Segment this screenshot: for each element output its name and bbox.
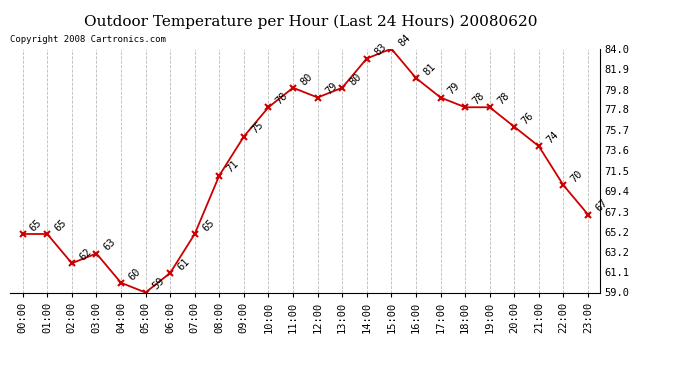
Text: 81: 81 xyxy=(422,61,437,77)
Text: Copyright 2008 Cartronics.com: Copyright 2008 Cartronics.com xyxy=(10,35,166,44)
Text: 67: 67 xyxy=(593,198,609,214)
Text: 70: 70 xyxy=(569,168,585,184)
Text: 78: 78 xyxy=(495,90,511,106)
Text: 84: 84 xyxy=(397,32,413,48)
Text: 80: 80 xyxy=(348,71,364,87)
Text: 65: 65 xyxy=(52,217,69,233)
Text: 78: 78 xyxy=(471,90,486,106)
Text: 59: 59 xyxy=(151,276,167,292)
Text: 65: 65 xyxy=(28,217,44,233)
Text: 79: 79 xyxy=(446,81,462,97)
Text: 61: 61 xyxy=(176,256,192,272)
Text: 63: 63 xyxy=(102,237,118,253)
Text: 74: 74 xyxy=(544,129,560,146)
Text: 65: 65 xyxy=(200,217,216,233)
Text: 79: 79 xyxy=(323,81,339,97)
Text: 75: 75 xyxy=(249,120,266,136)
Text: 71: 71 xyxy=(225,159,241,175)
Text: 78: 78 xyxy=(274,90,290,106)
Text: 76: 76 xyxy=(520,110,535,126)
Text: Outdoor Temperature per Hour (Last 24 Hours) 20080620: Outdoor Temperature per Hour (Last 24 Ho… xyxy=(83,15,538,29)
Text: 60: 60 xyxy=(126,266,142,282)
Text: 83: 83 xyxy=(373,42,388,58)
Text: 80: 80 xyxy=(299,71,315,87)
Text: 62: 62 xyxy=(77,246,93,262)
